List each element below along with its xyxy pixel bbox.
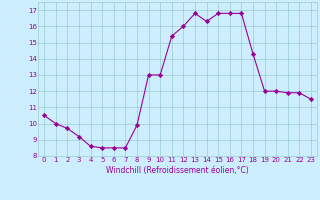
- X-axis label: Windchill (Refroidissement éolien,°C): Windchill (Refroidissement éolien,°C): [106, 166, 249, 175]
